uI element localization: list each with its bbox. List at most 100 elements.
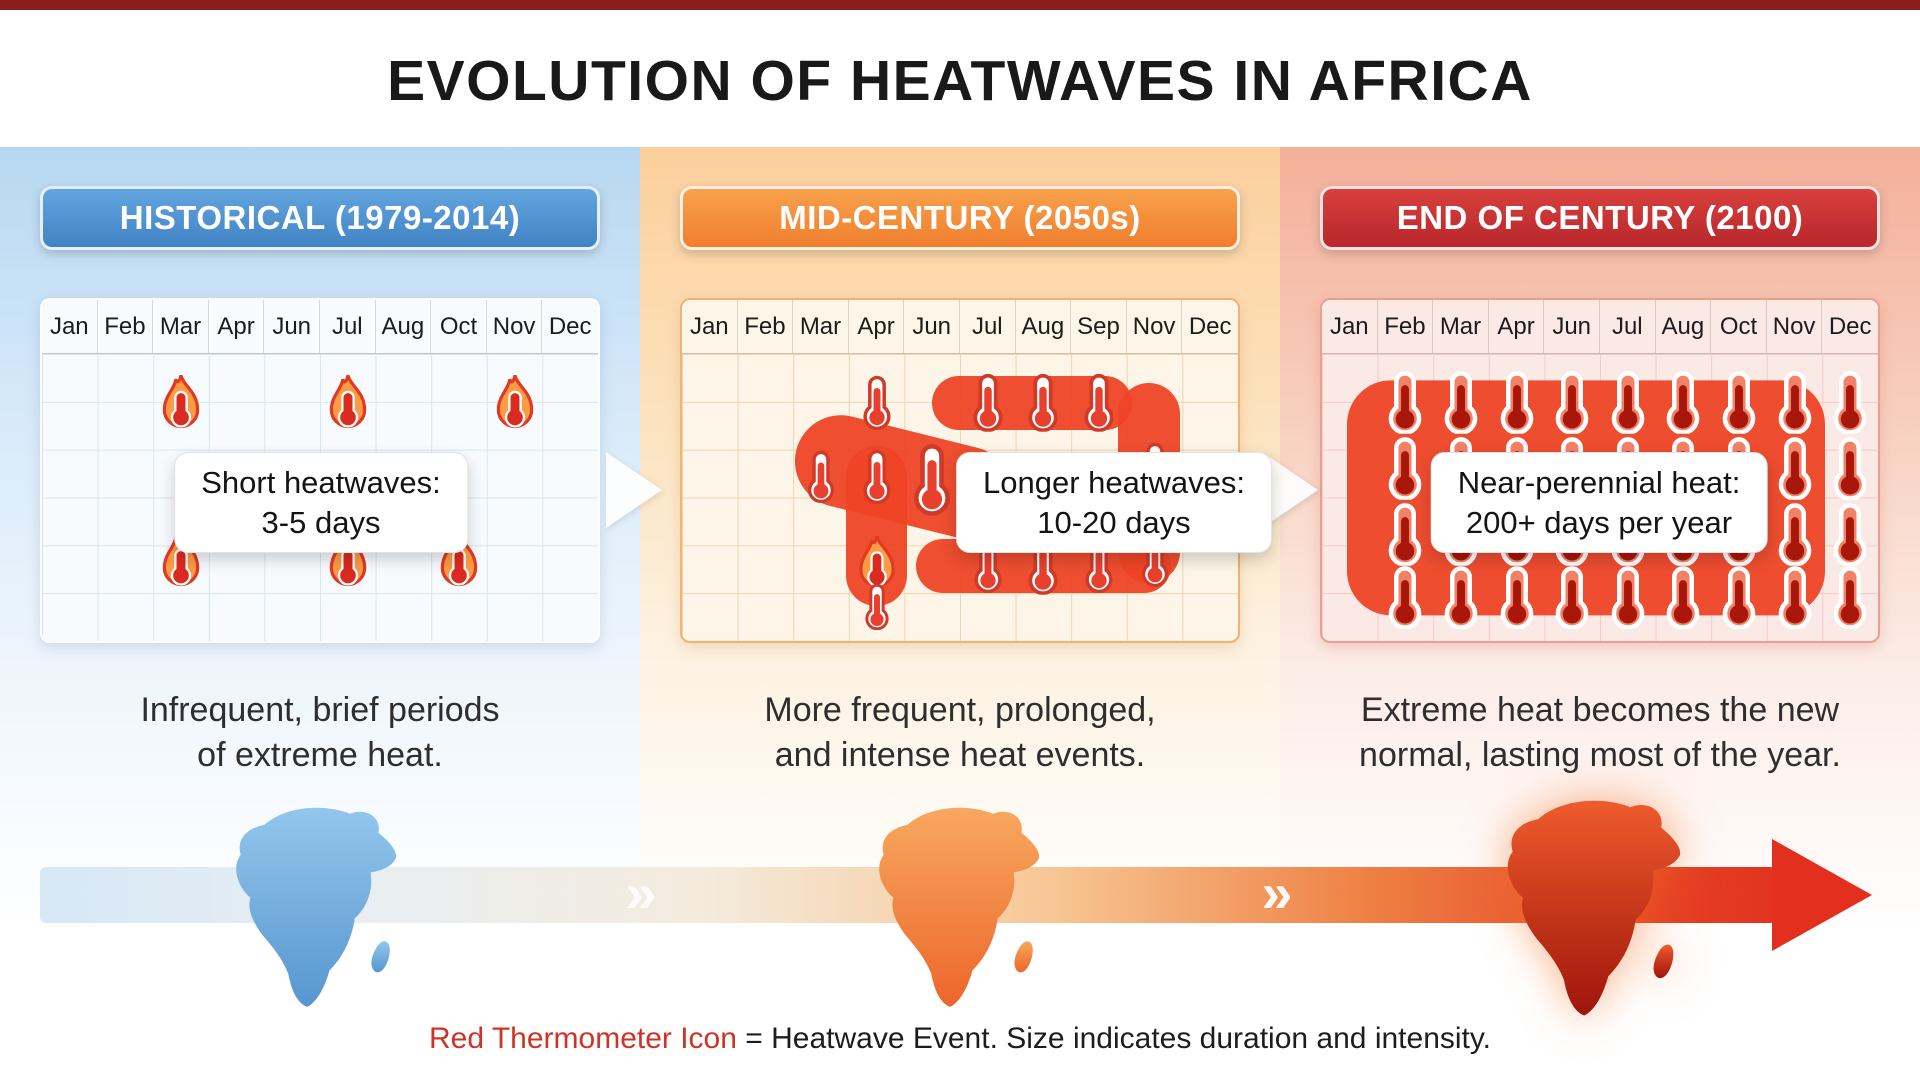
panel-historical-header: HISTORICAL (1979-2014) bbox=[40, 186, 600, 250]
top-accent-bar bbox=[0, 0, 1920, 10]
caption-line: More frequent, prolonged, bbox=[764, 691, 1156, 729]
month-label: Jan bbox=[1322, 300, 1378, 353]
panel-mid-century-title: MID-CENTURY (2050s) bbox=[779, 199, 1141, 236]
thermometer-bold-icon bbox=[1720, 565, 1758, 630]
thermometer-icon bbox=[860, 374, 894, 430]
month-header-row: Jan Feb Mar Apr Jun Jul Aug Oct Nov Dec bbox=[1322, 300, 1878, 354]
month-label: Mar bbox=[153, 300, 209, 353]
callout-historical: Short heatwaves: 3-5 days bbox=[174, 452, 468, 554]
thermometer-bold-icon bbox=[1553, 565, 1591, 630]
chevron-right-icon: » bbox=[625, 860, 656, 924]
panel-end-century-header: END OF CENTURY (2100) bbox=[1320, 186, 1880, 250]
month-label: Feb bbox=[1378, 300, 1434, 353]
caption-line: normal, lasting most of the year. bbox=[1359, 736, 1841, 775]
thermometer-icon bbox=[910, 442, 954, 517]
thermometer-bold-icon bbox=[1609, 565, 1647, 630]
month-label: Oct bbox=[431, 300, 487, 353]
thermometer-bold-icon bbox=[1386, 370, 1424, 435]
panel-end-century: END OF CENTURY (2100) Jan Feb Mar Apr Jun Jul… bbox=[1280, 186, 1920, 656]
panel-mid-century-header: MID-CENTURY (2050s) bbox=[680, 186, 1240, 250]
africa-map-end-century-icon bbox=[1507, 800, 1681, 1016]
thermometer-bold-icon bbox=[1775, 565, 1813, 630]
callout-end-century: Near-perennial heat: 200+ days per year bbox=[1430, 452, 1768, 554]
thermometer-bold-icon bbox=[1497, 370, 1535, 435]
caption-mid-century: More frequent, prolonged, and intense he… bbox=[640, 688, 1280, 778]
thermometer-bold-icon bbox=[1664, 565, 1702, 630]
thermometer-icon bbox=[971, 537, 1005, 594]
legend: Red Thermometer Icon = Heatwave Event. S… bbox=[0, 1022, 1920, 1056]
callout-mid-century: Longer heatwaves: 10-20 days bbox=[956, 452, 1272, 554]
africa-map-historical-icon bbox=[236, 807, 397, 1007]
thermometer-bold-icon bbox=[1442, 565, 1480, 630]
panel-historical: HISTORICAL (1979-2014) Jan Feb Mar Apr Jun Ju… bbox=[0, 186, 640, 656]
thermometer-icon bbox=[1025, 372, 1061, 432]
legend-definition: = Heatwave Event. Size indicates duratio… bbox=[736, 1022, 1491, 1055]
thermometer-bold-icon bbox=[1831, 565, 1869, 630]
thermometer-bold-icon bbox=[1553, 370, 1591, 435]
thermometer-bold-icon bbox=[1720, 370, 1758, 435]
thermometer-bold-icon bbox=[1831, 436, 1869, 501]
callout-line: 3-5 days bbox=[261, 504, 381, 540]
caption-line: of extreme heat. bbox=[197, 736, 443, 775]
thermometer-bold-icon bbox=[1497, 565, 1535, 630]
page-title: EVOLUTION OF HEATWAVES IN AFRICA bbox=[387, 49, 1533, 113]
month-label: Jun bbox=[904, 300, 960, 353]
panel-historical-title: HISTORICAL (1979-2014) bbox=[119, 199, 521, 236]
thermometer-bold-icon bbox=[1831, 502, 1869, 567]
month-label: Apr bbox=[849, 300, 905, 353]
callout-line: Near-perennial heat: bbox=[1457, 465, 1741, 500]
thermometer-icon bbox=[1081, 372, 1117, 432]
month-label: Aug bbox=[376, 300, 432, 353]
panel-mid-century: MID-CENTURY (2050s) Jan Feb Mar Apr Jun Jul Au… bbox=[640, 186, 1280, 656]
chevron-right-icon: » bbox=[1261, 860, 1292, 924]
month-label: Mar bbox=[793, 300, 849, 353]
month-label: Aug bbox=[1656, 300, 1712, 353]
month-label: Nov bbox=[1767, 300, 1823, 353]
callout-line: 200+ days per year bbox=[1465, 504, 1733, 540]
thermometer-bold-icon bbox=[1775, 436, 1813, 501]
caption-line: Infrequent, brief periods bbox=[140, 691, 500, 729]
thermometer-icon bbox=[862, 582, 891, 630]
thermometer-icon bbox=[860, 448, 894, 505]
africa-map-mid-century-icon bbox=[879, 807, 1040, 1007]
thermometer-bold-icon bbox=[1831, 370, 1869, 435]
thermometer-bold-icon bbox=[1775, 502, 1813, 567]
month-label: Jul bbox=[1600, 300, 1656, 353]
thermometer-bold-icon bbox=[1442, 370, 1480, 435]
month-label: Feb bbox=[738, 300, 794, 353]
month-label: Jan bbox=[42, 300, 98, 353]
month-label: Apr bbox=[209, 300, 265, 353]
calendar-historical: Jan Feb Mar Apr Jun Jul Aug Oct Nov Dec bbox=[40, 298, 600, 643]
flame-thermometer-icon bbox=[155, 372, 207, 436]
thermometer-bold-icon bbox=[1664, 370, 1702, 435]
month-label: Oct bbox=[1711, 300, 1767, 353]
caption-historical: Infrequent, brief periods of extreme hea… bbox=[0, 688, 640, 778]
month-header-row: Jan Feb Mar Apr Jun Jul Aug Sep Nov Dec bbox=[682, 300, 1238, 354]
flame-thermometer-icon bbox=[322, 372, 374, 436]
panel-end-century-title: END OF CENTURY (2100) bbox=[1396, 199, 1804, 236]
thermometer-bold-icon bbox=[1609, 370, 1647, 435]
month-label: Nov bbox=[1127, 300, 1183, 353]
arrow-right-icon bbox=[606, 452, 662, 528]
month-label: Mar bbox=[1433, 300, 1489, 353]
thermometer-icon bbox=[970, 372, 1006, 432]
month-label: Jun bbox=[264, 300, 320, 353]
month-label: Jul bbox=[320, 300, 376, 353]
month-label: Dec bbox=[548, 312, 592, 340]
callout-line: Short heatwaves: bbox=[201, 465, 441, 500]
flame-thermometer-icon bbox=[488, 372, 540, 436]
timeline-arrowhead-icon bbox=[1772, 839, 1872, 951]
thermometer-bold-icon bbox=[1775, 370, 1813, 435]
thermometer-bold-icon bbox=[1386, 502, 1424, 567]
caption-line: Extreme heat becomes the new bbox=[1360, 691, 1840, 729]
month-label: Jun bbox=[1544, 300, 1600, 353]
month-label: Jul bbox=[960, 300, 1016, 353]
legend-term: Red Thermometer Icon bbox=[429, 1022, 737, 1055]
thermometer-icon bbox=[805, 449, 837, 504]
month-header-row: Jan Feb Mar Apr Jun Jul Aug Oct Nov Dec bbox=[42, 300, 598, 354]
month-label: Aug bbox=[1016, 300, 1072, 353]
month-label: Sep bbox=[1071, 300, 1127, 353]
month-label: Jan bbox=[682, 300, 738, 353]
month-label: Apr bbox=[1489, 300, 1545, 353]
month-label: Dec bbox=[1188, 312, 1232, 340]
